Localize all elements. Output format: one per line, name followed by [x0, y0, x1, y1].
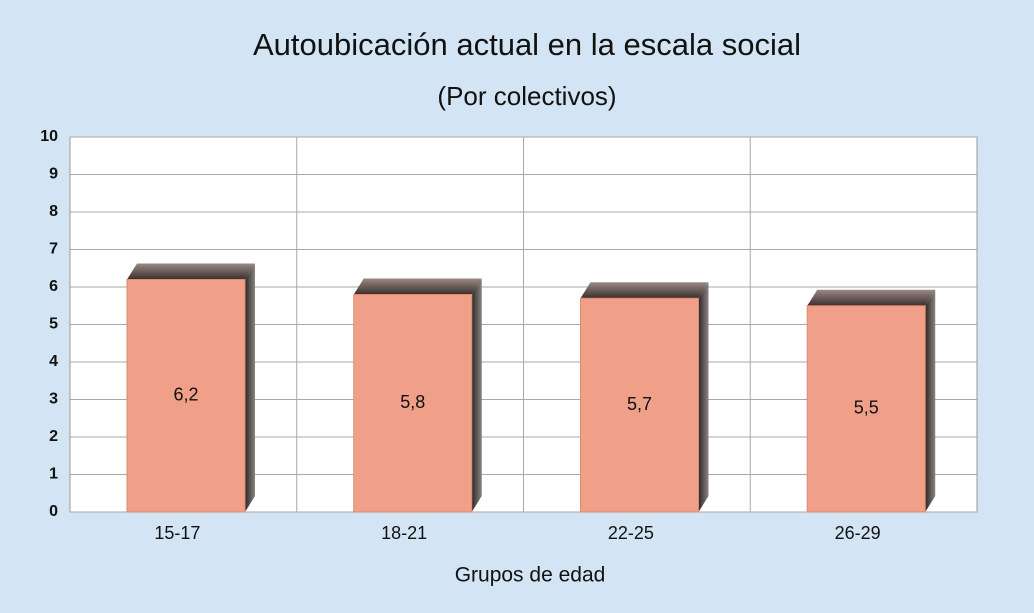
bar-top — [807, 289, 936, 306]
y-tick-label: 8 — [49, 203, 58, 220]
bar-top — [353, 278, 482, 295]
y-tick-label: 4 — [49, 353, 58, 370]
y-tick-label: 9 — [49, 166, 58, 183]
bar-top — [580, 282, 709, 299]
bar-top — [127, 263, 255, 280]
y-tick-label: 0 — [49, 503, 58, 520]
y-tick-label: 10 — [40, 128, 58, 145]
x-tick-label: 26-29 — [835, 523, 881, 543]
value-label: 6,2 — [173, 385, 198, 405]
bar — [126, 279, 246, 513]
x-tick-label: 18-21 — [381, 523, 427, 543]
y-tick-label: 6 — [49, 278, 58, 295]
y-tick-label: 5 — [49, 316, 58, 333]
x-tick-label: 22-25 — [608, 523, 654, 543]
bar — [806, 305, 926, 513]
y-tick-label: 2 — [49, 428, 58, 445]
chart-subtitle: (Por colectivos) — [437, 81, 616, 111]
x-tick-label: 15-17 — [154, 523, 200, 543]
bar-side — [698, 282, 709, 512]
value-label: 5,5 — [854, 398, 879, 418]
y-tick-label: 1 — [49, 466, 58, 483]
bar-side — [471, 278, 482, 512]
value-label: 5,8 — [400, 392, 425, 412]
bar-side — [925, 289, 936, 512]
bar-side — [245, 263, 255, 512]
bar — [580, 297, 699, 513]
y-tick-label: 7 — [49, 241, 58, 258]
y-tick-label: 3 — [49, 391, 58, 408]
value-label: 5,7 — [627, 394, 652, 414]
bar — [353, 294, 473, 513]
x-axis-label: Grupos de edad — [455, 564, 606, 587]
chart-title: Autoubicación actual en la escala social — [253, 27, 801, 62]
